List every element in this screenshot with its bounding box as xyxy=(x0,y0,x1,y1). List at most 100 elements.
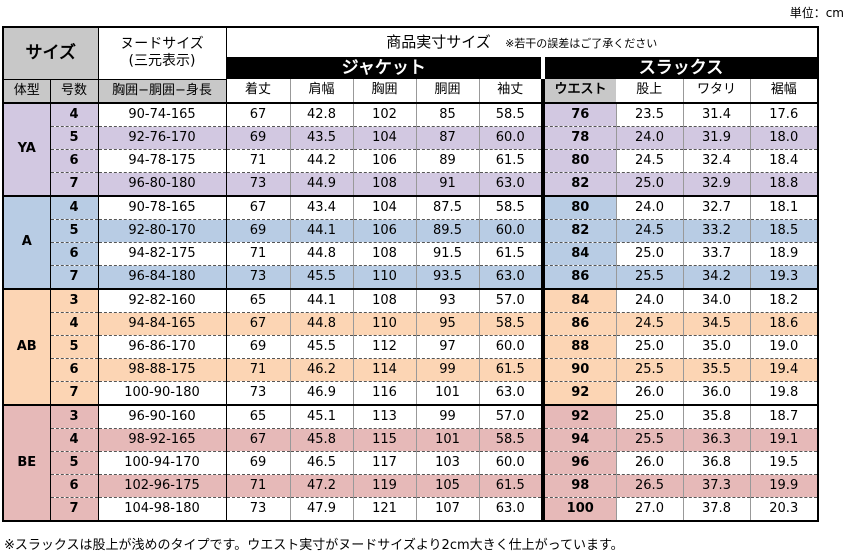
thigh-cell: 35.0 xyxy=(683,335,751,359)
chest-cell: 117 xyxy=(353,451,417,475)
col-hem: 裾幅 xyxy=(750,79,818,103)
waist-slacks-cell: 100 xyxy=(541,497,617,522)
hem-cell: 19.8 xyxy=(750,381,818,406)
number-cell: 4 xyxy=(50,195,99,220)
shoulder-cell: 44.2 xyxy=(290,149,354,173)
rise-cell: 25.5 xyxy=(616,265,684,290)
rise-cell: 25.5 xyxy=(616,428,684,452)
sleeve-cell: 63.0 xyxy=(479,381,543,406)
number-cell: 5 xyxy=(50,335,99,359)
waist-jacket-cell: 93 xyxy=(416,288,480,313)
table-row: 7 96-80-180 73 44.9 108 91 63.0 82 25.0 32.9 18.8 xyxy=(3,172,818,197)
number-cell: 7 xyxy=(50,265,99,290)
length-cell: 69 xyxy=(226,126,291,150)
shoulder-cell: 44.9 xyxy=(290,172,354,197)
shoulder-cell: 46.5 xyxy=(290,451,354,475)
hem-cell: 18.7 xyxy=(750,404,818,429)
thigh-cell: 34.0 xyxy=(683,288,751,313)
nude-size-cell: 98-92-165 xyxy=(98,428,227,452)
shoulder-cell: 44.8 xyxy=(290,242,354,266)
rise-cell: 26.5 xyxy=(616,474,684,498)
nude-size-cell: 94-82-175 xyxy=(98,242,227,266)
rise-cell: 26.0 xyxy=(616,381,684,406)
hem-cell: 20.3 xyxy=(750,497,818,522)
col-body-type: 体型 xyxy=(3,79,51,103)
waist-slacks-cell: 80 xyxy=(541,149,617,173)
thigh-cell: 36.8 xyxy=(683,451,751,475)
waist-jacket-cell: 103 xyxy=(416,451,480,475)
table-row: 5 96-86-170 69 45.5 112 97 60.0 88 25.0 35.0 19.0 xyxy=(3,335,818,359)
rise-cell: 24.0 xyxy=(616,195,684,220)
rise-cell: 24.5 xyxy=(616,219,684,243)
nude-size-cell: 96-80-180 xyxy=(98,172,227,197)
rise-cell: 24.5 xyxy=(616,312,684,336)
thigh-cell: 32.7 xyxy=(683,195,751,220)
table-row: 5 92-80-170 69 44.1 106 89.5 60.0 82 24.5 33.2 18.… xyxy=(3,219,818,243)
size-table: サイズ ヌードサイズ (三元表示) 商品実寸サイズ ※若干の誤差はご了承ください… xyxy=(2,26,819,522)
length-cell: 71 xyxy=(226,474,291,498)
chest-cell: 104 xyxy=(353,126,417,150)
col-nude: 胸囲−胴囲−身長 xyxy=(98,79,227,103)
chest-cell: 110 xyxy=(353,265,417,290)
number-cell: 7 xyxy=(50,172,99,197)
shoulder-cell: 44.8 xyxy=(290,312,354,336)
nude-size-subtitle: (三元表示) xyxy=(128,53,196,70)
col-waist-slacks: ウエスト xyxy=(541,79,616,103)
thigh-cell: 33.7 xyxy=(683,242,751,266)
rise-cell: 25.0 xyxy=(616,242,684,266)
number-cell: 6 xyxy=(50,242,99,266)
waist-jacket-cell: 87.5 xyxy=(416,195,480,220)
chest-cell: 119 xyxy=(353,474,417,498)
waist-slacks-cell: 80 xyxy=(541,195,617,220)
table-row: 6 102-96-175 71 47.2 119 105 61.5 98 26.5 37.3 19.… xyxy=(3,474,818,498)
length-cell: 67 xyxy=(226,195,291,220)
length-cell: 73 xyxy=(226,172,291,197)
waist-slacks-cell: 96 xyxy=(541,451,617,475)
rise-cell: 25.0 xyxy=(616,172,684,197)
nude-size-header: ヌードサイズ (三元表示) xyxy=(97,26,227,80)
hem-cell: 19.5 xyxy=(750,451,818,475)
jacket-header: ジャケット xyxy=(226,57,543,79)
size-chart: サイズ ヌードサイズ (三元表示) 商品実寸サイズ ※若干の誤差はご了承ください… xyxy=(2,26,819,522)
rise-cell: 24.0 xyxy=(616,288,684,313)
waist-slacks-cell: 78 xyxy=(541,126,617,150)
waist-jacket-cell: 95 xyxy=(416,312,480,336)
waist-slacks-cell: 84 xyxy=(541,288,617,313)
col-thigh: ワタリ xyxy=(683,79,751,103)
waist-slacks-cell: 76 xyxy=(541,102,617,127)
body-type-cell: AB xyxy=(3,288,51,406)
sleeve-cell: 61.5 xyxy=(479,242,543,266)
nude-size-cell: 92-82-160 xyxy=(98,288,227,313)
chest-cell: 115 xyxy=(353,428,417,452)
shoulder-cell: 47.2 xyxy=(290,474,354,498)
waist-slacks-cell: 84 xyxy=(541,242,617,266)
rise-cell: 23.5 xyxy=(616,102,684,127)
waist-slacks-cell: 82 xyxy=(541,219,617,243)
chest-cell: 102 xyxy=(353,102,417,127)
nude-size-cell: 92-76-170 xyxy=(98,126,227,150)
chest-cell: 108 xyxy=(353,172,417,197)
sleeve-cell: 61.5 xyxy=(479,474,543,498)
waist-jacket-cell: 89.5 xyxy=(416,219,480,243)
chest-cell: 104 xyxy=(353,195,417,220)
waist-jacket-cell: 97 xyxy=(416,335,480,359)
number-cell: 6 xyxy=(50,358,99,382)
hem-cell: 18.4 xyxy=(750,149,818,173)
waist-jacket-cell: 99 xyxy=(416,358,480,382)
table-row: 6 98-88-175 71 46.2 114 99 61.5 90 25.5 35.5 19.4 xyxy=(3,358,818,382)
chest-cell: 106 xyxy=(353,149,417,173)
waist-jacket-cell: 87 xyxy=(416,126,480,150)
table-row: 7 104-98-180 73 47.9 121 107 63.0 100 27.0 37.8 20… xyxy=(3,497,818,522)
number-cell: 3 xyxy=(50,404,99,429)
chest-cell: 108 xyxy=(353,242,417,266)
nude-size-cell: 90-74-165 xyxy=(98,102,227,127)
thigh-cell: 34.2 xyxy=(683,265,751,290)
length-cell: 73 xyxy=(226,381,291,406)
shoulder-cell: 46.9 xyxy=(290,381,354,406)
sleeve-cell: 63.0 xyxy=(479,172,543,197)
sleeve-cell: 57.0 xyxy=(479,288,543,313)
nude-size-cell: 100-94-170 xyxy=(98,451,227,475)
sleeve-cell: 58.5 xyxy=(479,312,543,336)
waist-jacket-cell: 101 xyxy=(416,428,480,452)
nude-size-cell: 98-88-175 xyxy=(98,358,227,382)
